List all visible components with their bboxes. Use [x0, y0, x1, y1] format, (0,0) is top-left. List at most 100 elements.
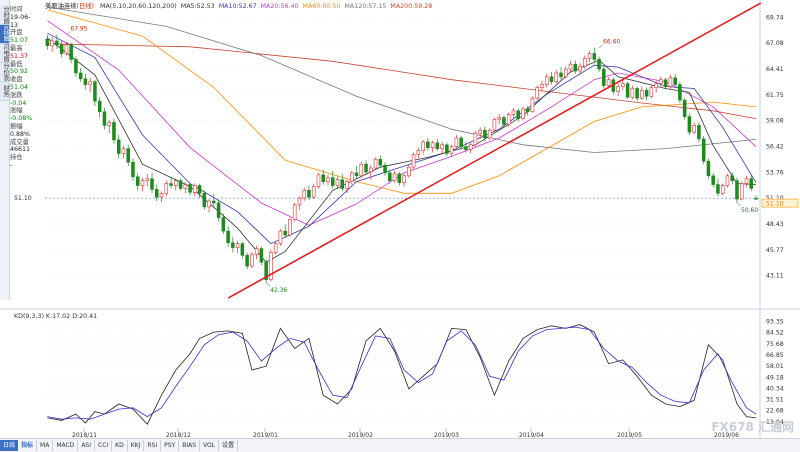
candle-body	[530, 97, 535, 113]
period-tab-daily[interactable]: 日线	[0, 440, 19, 451]
candle-body	[183, 184, 188, 189]
x-label: 2019/01	[253, 432, 278, 438]
candle-body	[402, 175, 406, 183]
indicator-tab-设置[interactable]: 设置	[219, 440, 239, 451]
kd-tick: 13.84	[766, 419, 784, 426]
candle-body	[492, 119, 497, 131]
indicator-tab-kkj[interactable]: KKJ	[128, 440, 145, 451]
indicator-tab-psy[interactable]: PSY	[161, 440, 180, 451]
candle-body	[730, 175, 734, 181]
kd-tick: 40.34	[766, 385, 784, 392]
candle-body	[625, 83, 630, 98]
candle-body	[754, 198, 758, 200]
ma60-label: MA60:60.50	[303, 3, 341, 10]
kd-tick: 49.18	[766, 374, 784, 381]
candle-body	[525, 108, 530, 113]
kd-tick: 84.52	[766, 330, 784, 337]
x-label: 2019/05	[617, 432, 642, 438]
candle-body	[497, 117, 501, 120]
sidebar-tab-1[interactable]: K线图	[0, 25, 9, 44]
annotation-label: 66.60	[603, 39, 620, 46]
candle-body	[544, 76, 549, 85]
info-label-5: 涨跌	[10, 91, 23, 99]
candle-body	[373, 159, 378, 169]
candle-body	[93, 81, 97, 102]
candle-body	[516, 110, 520, 119]
annotation-pointer	[598, 44, 604, 48]
info-value-4: 51.04	[10, 83, 29, 91]
candle-body	[126, 148, 131, 163]
price-tick: 64.41	[766, 66, 784, 73]
x-label: 2019/06	[714, 432, 739, 438]
indicator-tab-bias[interactable]: BIAS	[179, 440, 201, 451]
candle-body	[449, 146, 454, 154]
indicator-tab-vol[interactable]: VOL	[200, 440, 220, 451]
candle-body	[578, 65, 582, 72]
info-label-7: 振幅	[10, 122, 23, 130]
price-tick: 51.10	[766, 195, 784, 202]
candle-body	[621, 83, 625, 87]
candle-body	[354, 172, 359, 177]
candle-body	[749, 178, 754, 189]
sidebar-tab-4[interactable]: 财务	[0, 82, 9, 101]
candle-body	[701, 138, 706, 162]
sidebar-tab-3[interactable]: 分价表	[0, 63, 9, 82]
kd-tick: 31.51	[766, 397, 784, 404]
indicator-tab-rsi[interactable]: RSI	[144, 440, 162, 451]
current-price-left: 51.10	[14, 195, 32, 202]
candle-body	[573, 63, 578, 72]
candle-body	[459, 137, 463, 147]
candle-body	[74, 59, 78, 74]
candle-body	[288, 219, 292, 236]
current-price-tag-text: 51.10	[766, 201, 784, 208]
indicator-tab-asi[interactable]: ASI	[78, 440, 95, 451]
candle-body	[535, 87, 540, 99]
candle-body	[397, 173, 402, 183]
candle-body	[264, 261, 268, 280]
candle-body	[454, 137, 459, 147]
price-tick: 67.08	[766, 40, 784, 47]
candle-body	[102, 111, 107, 126]
sidebar-tab-0[interactable]: 分时图	[0, 6, 9, 25]
kd-tick: 93.35	[766, 319, 784, 326]
price-tick: 59.08	[766, 118, 784, 125]
indicator-tab-cci[interactable]: CCI	[95, 440, 113, 451]
candle-body	[668, 77, 673, 87]
info-value-9: -	[10, 161, 13, 169]
watermark-logo: FX678 汇通网	[711, 420, 794, 434]
indicator-tab-指标[interactable]: 指标	[18, 440, 38, 451]
candle-body	[330, 177, 335, 186]
indicator-tab-macd[interactable]: MACD	[53, 440, 79, 451]
candle-body	[673, 77, 677, 85]
candle-body	[478, 129, 482, 134]
candle-body	[630, 88, 635, 98]
candle-body	[245, 255, 249, 267]
annotation-label: 67.95	[70, 26, 87, 33]
candle-body	[55, 40, 59, 46]
ma120-line	[47, 6, 757, 153]
candle-body	[563, 68, 568, 78]
symbol-label: 美原油连续	[45, 1, 77, 10]
candle-body	[649, 87, 654, 97]
candle-body	[69, 44, 73, 60]
info-label-6: 涨幅	[10, 107, 23, 115]
ma5-label: MA5:52.53	[181, 3, 215, 10]
indicator-tab-ma[interactable]: MA	[37, 440, 54, 451]
ma10-label: MA10:52.67	[219, 3, 257, 10]
sidebar-tab-2[interactable]: 闪电图	[0, 44, 9, 63]
kd-d-line	[47, 326, 757, 420]
candle-body	[169, 183, 173, 186]
info-label-0: 时间	[10, 6, 23, 13]
candle-body	[383, 164, 387, 174]
candle-body	[45, 38, 50, 47]
candle-body	[421, 141, 425, 151]
candle-body	[316, 174, 321, 187]
indicator-tab-kd[interactable]: KD	[112, 440, 128, 451]
candle-body	[430, 142, 435, 148]
kd-k-line	[47, 324, 757, 425]
candle-body	[64, 44, 69, 54]
candle-body	[692, 125, 696, 133]
chart-canvas[interactable]: 67.95 42.36 66.60 50.60 69.74 67.08 64.41 61.7…	[0, 0, 800, 438]
candle-body	[744, 178, 749, 184]
candle-body	[302, 190, 306, 199]
